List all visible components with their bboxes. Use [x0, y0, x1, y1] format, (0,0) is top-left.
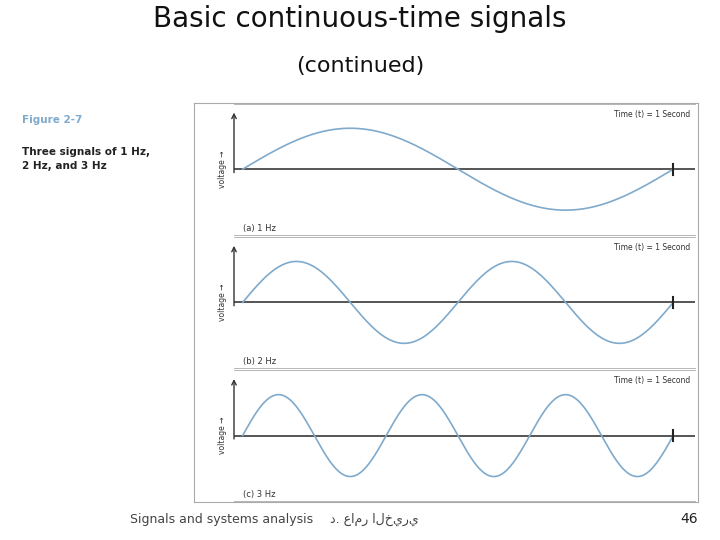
Text: 46: 46 [681, 512, 698, 526]
Text: voltage →: voltage → [218, 284, 227, 321]
Text: Three signals of 1 Hz,
2 Hz, and 3 Hz: Three signals of 1 Hz, 2 Hz, and 3 Hz [22, 146, 150, 171]
Text: voltage →: voltage → [218, 151, 227, 188]
Text: د. عامر الخيري: د. عامر الخيري [330, 512, 419, 526]
Text: Signals and systems analysis: Signals and systems analysis [130, 512, 312, 526]
Text: Basic continuous-time signals: Basic continuous-time signals [153, 5, 567, 33]
Text: Time (t) = 1 Second: Time (t) = 1 Second [614, 376, 690, 385]
Text: Figure 2-7: Figure 2-7 [22, 114, 82, 125]
Text: (c) 3 Hz: (c) 3 Hz [243, 490, 275, 499]
Text: (b) 2 Hz: (b) 2 Hz [243, 357, 276, 366]
Text: Time (t) = 1 Second: Time (t) = 1 Second [614, 243, 690, 252]
Text: voltage →: voltage → [218, 417, 227, 454]
Text: (a) 1 Hz: (a) 1 Hz [243, 224, 276, 233]
Text: Time (t) = 1 Second: Time (t) = 1 Second [614, 110, 690, 119]
Text: (continued): (continued) [296, 56, 424, 76]
